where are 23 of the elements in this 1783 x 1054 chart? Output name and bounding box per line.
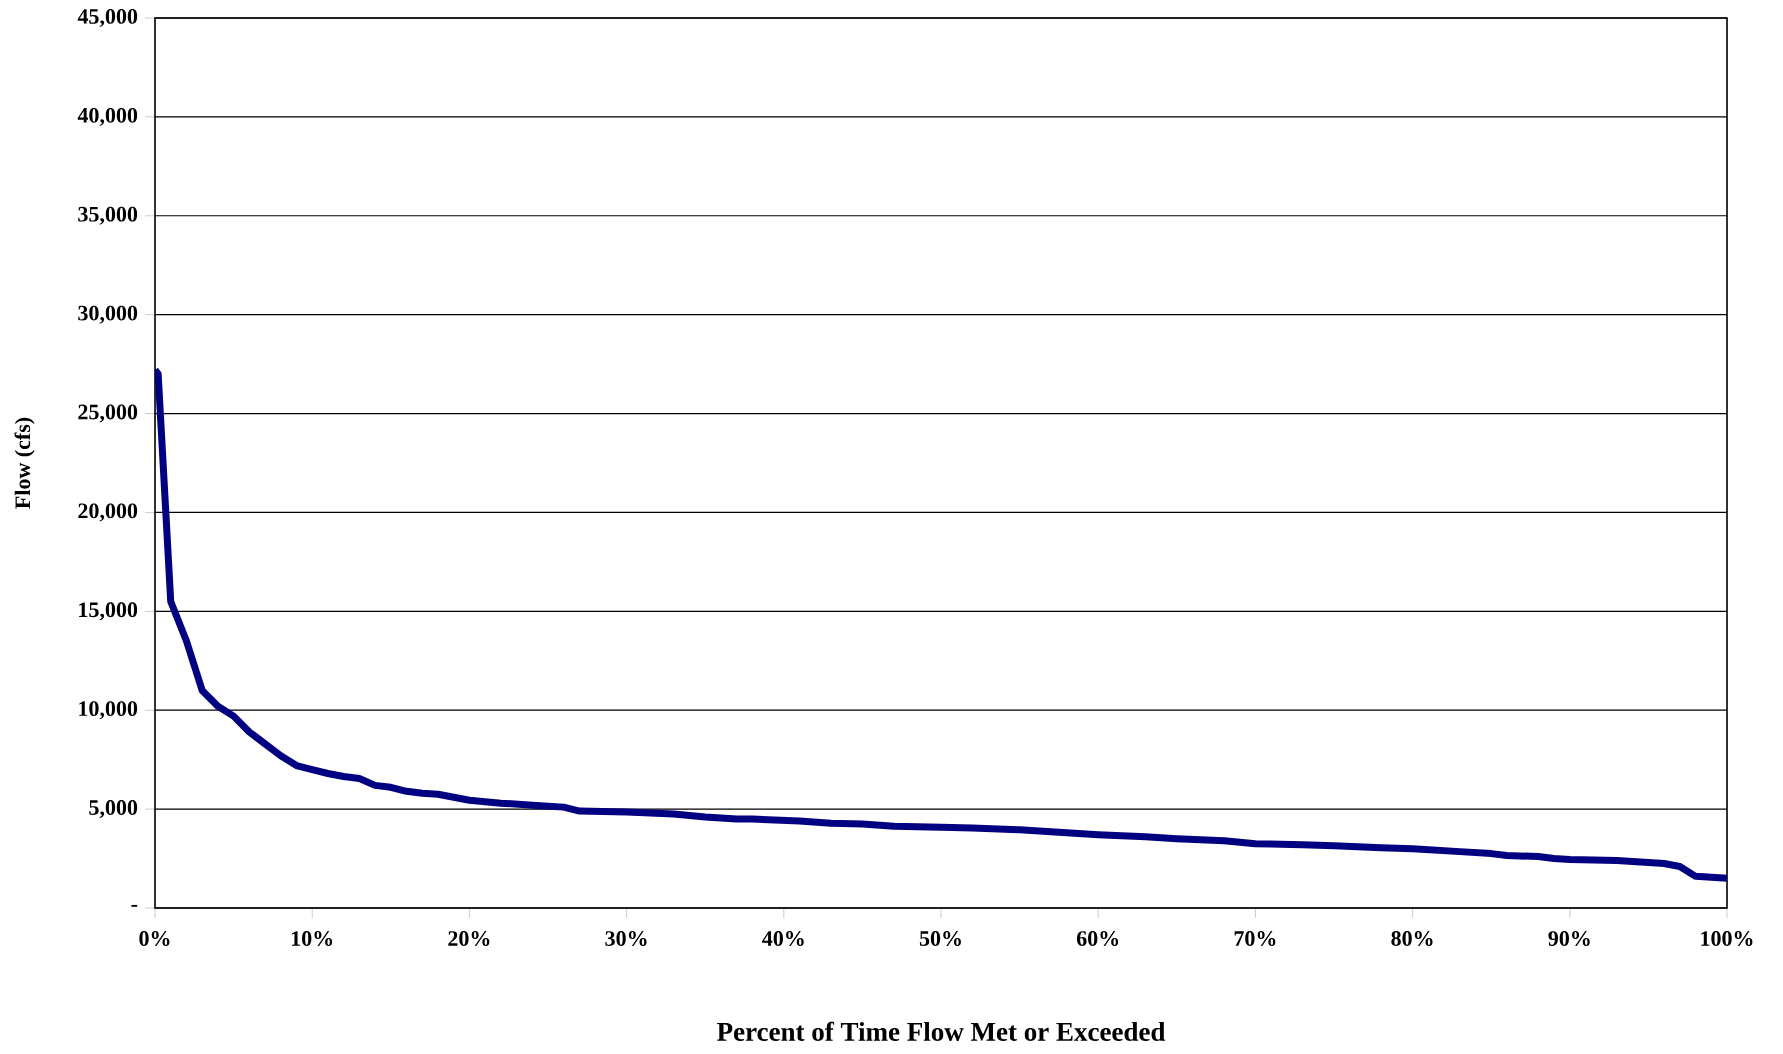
x-tick-label: 30% [605, 931, 647, 946]
x-tick-label: 20% [448, 931, 490, 946]
x-tick-label: 90% [1548, 931, 1590, 946]
y-tick-label: 20,000 [78, 503, 138, 522]
y-tick-label: 25,000 [78, 404, 138, 423]
x-tick-label: 80% [1391, 931, 1433, 946]
y-tick-label: 10,000 [79, 701, 138, 720]
y-tick-label: 35,000 [78, 206, 138, 225]
x-tick-label: 70% [1234, 931, 1276, 946]
y-tick-label: 30,000 [78, 305, 138, 324]
x-tick-label: 10% [291, 931, 333, 946]
x-tick-label: 50% [919, 931, 961, 946]
x-axis-title: Percent of Time Flow Met or Exceeded [717, 1021, 1166, 1041]
y-tick-label: 40,000 [77, 107, 138, 126]
x-tick-label: 60% [1076, 931, 1119, 946]
y-axis-title: Flow (cfs) [14, 417, 35, 509]
y-tick-label: 15,000 [79, 602, 138, 621]
y-tick-label: - [131, 904, 138, 907]
x-tick-label: 40% [762, 931, 804, 946]
x-tick-label: 0% [139, 931, 170, 946]
y-tick-label: 45,000 [77, 8, 138, 28]
y-tick-label: 5,000 [89, 800, 138, 819]
x-tick-label: 100% [1701, 931, 1753, 946]
